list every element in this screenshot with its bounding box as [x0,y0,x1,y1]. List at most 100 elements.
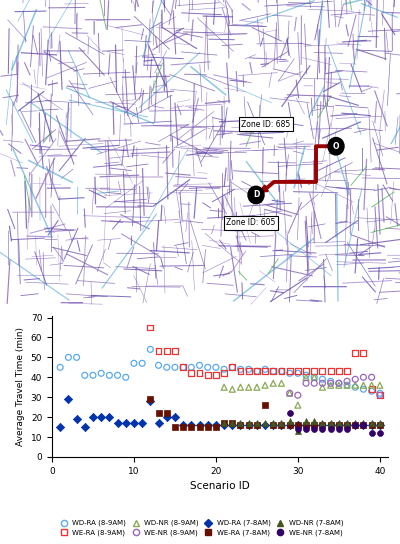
Point [90,413,96,422]
Point [229,419,236,428]
Point [204,371,211,380]
Point [303,367,309,376]
Point [246,365,252,374]
Point [270,419,276,428]
Point [303,421,309,429]
Point [377,419,383,428]
Point [319,421,326,429]
Point [303,417,309,425]
Point [262,365,268,374]
Point [311,425,318,434]
Point [286,421,293,429]
Point [246,367,252,376]
Point [237,383,244,392]
Point [278,421,285,429]
Point [336,421,342,429]
Point [336,419,342,428]
Point [155,419,162,428]
Point [262,419,268,428]
Point [213,421,219,429]
Point [122,419,129,428]
Point [360,421,367,429]
Circle shape [328,138,344,155]
Point [262,421,268,429]
Point [196,423,203,431]
Point [328,419,334,428]
Point [196,361,203,370]
Point [139,359,145,368]
Point [57,363,63,372]
Point [254,367,260,376]
Point [295,421,301,429]
Point [311,421,318,429]
Point [328,381,334,390]
Point [155,361,162,370]
Point [237,365,244,374]
Point [286,367,293,376]
Point [122,373,129,382]
Point [262,401,268,410]
Point [377,391,383,399]
Point [164,413,170,422]
Point [295,367,301,376]
Point [328,425,334,434]
Point [303,379,309,388]
Point [172,363,178,372]
Point [336,425,342,434]
Point [164,409,170,417]
Point [278,379,285,388]
Point [319,419,326,428]
Point [204,423,211,431]
Point [352,381,358,390]
Point [262,367,268,376]
Text: D: D [253,190,259,200]
Text: Zone ID: 605: Zone ID: 605 [226,219,275,227]
Point [319,379,326,388]
Point [303,373,309,382]
Point [270,367,276,376]
Point [196,369,203,378]
Point [246,421,252,429]
Point [368,429,375,437]
Point [344,421,350,429]
Point [295,401,301,410]
Point [311,373,318,382]
Point [180,423,186,431]
Point [352,419,358,428]
Point [147,345,154,354]
Point [303,425,309,434]
Point [106,371,112,380]
Point [221,365,227,374]
Point [114,419,121,428]
Point [377,381,383,390]
Point [237,421,244,429]
Point [368,385,375,393]
Point [295,391,301,399]
Point [377,389,383,398]
Point [286,421,293,429]
Point [213,423,219,431]
Point [164,363,170,372]
Point [286,389,293,398]
Point [237,367,244,376]
Point [188,369,194,378]
Point [336,379,342,388]
Point [155,409,162,417]
Point [360,421,367,429]
Point [204,363,211,372]
Point [172,347,178,356]
Point [344,419,350,428]
Point [73,353,80,362]
Point [295,421,301,429]
Point [352,349,358,358]
X-axis label: Scenario ID: Scenario ID [190,481,250,491]
Point [328,421,334,429]
Point [286,417,293,425]
Point [221,383,227,392]
Point [254,367,260,376]
Point [295,426,301,435]
Point [147,395,154,404]
Point [352,383,358,392]
Point [229,419,236,428]
Point [246,419,252,428]
